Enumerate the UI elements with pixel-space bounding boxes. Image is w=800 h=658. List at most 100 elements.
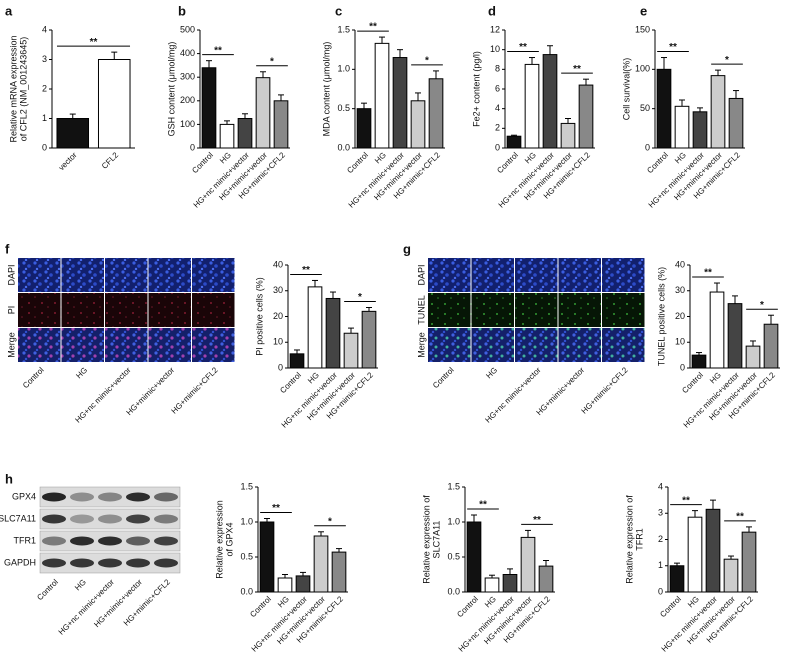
significance-label: ** bbox=[369, 22, 377, 33]
y-tick-label: 4 bbox=[658, 481, 663, 491]
micrograph bbox=[105, 328, 148, 362]
micrograph bbox=[428, 258, 471, 292]
micrograph bbox=[18, 258, 61, 292]
significance-label: ** bbox=[704, 268, 712, 279]
significance-label: ** bbox=[519, 42, 527, 53]
bar bbox=[392, 57, 408, 149]
y-axis-label: Fe2+ content (pg/l) bbox=[471, 51, 481, 127]
micrograph bbox=[602, 293, 645, 327]
significance-label: ** bbox=[669, 42, 677, 53]
bar bbox=[237, 118, 253, 149]
y-tick-label: 30 bbox=[273, 285, 283, 295]
x-tick-label: Control bbox=[248, 594, 273, 619]
significance-label: * bbox=[328, 516, 332, 527]
y-tick-label: 1 bbox=[42, 113, 47, 123]
y-tick-label: 0.0 bbox=[240, 586, 253, 596]
bar bbox=[289, 353, 305, 369]
bar bbox=[520, 536, 536, 593]
bar bbox=[313, 535, 329, 593]
y-tick-label: 300 bbox=[180, 72, 195, 82]
panel-letter: c bbox=[335, 3, 342, 18]
significance-label: * bbox=[270, 56, 274, 67]
y-tick-label: 0 bbox=[645, 142, 650, 152]
bar bbox=[710, 75, 726, 149]
panel-letter: a bbox=[5, 3, 13, 18]
x-tick-label: Control bbox=[658, 594, 683, 619]
micrograph bbox=[105, 258, 148, 292]
y-tick-label: 0 bbox=[680, 362, 685, 372]
x-tick-label: HG bbox=[484, 366, 499, 381]
blot-strip bbox=[39, 508, 181, 530]
micrograph bbox=[471, 293, 514, 327]
micrograph bbox=[602, 258, 645, 292]
y-tick-label: 10 bbox=[273, 337, 283, 347]
x-tick-label: Control bbox=[431, 365, 456, 390]
y-tick-label: 4 bbox=[495, 103, 500, 113]
bar bbox=[56, 118, 90, 149]
y-tick-label: 50 bbox=[640, 103, 650, 113]
bar bbox=[428, 78, 444, 149]
y-tick-label: 40 bbox=[675, 259, 685, 269]
bar bbox=[201, 67, 217, 149]
bar bbox=[259, 521, 275, 593]
significance-label: ** bbox=[573, 64, 581, 75]
y-tick-label: 10 bbox=[675, 337, 685, 347]
y-tick-label: 100 bbox=[180, 119, 195, 129]
x-tick-label: Control bbox=[278, 370, 303, 395]
y-tick-label: 2 bbox=[42, 83, 47, 93]
bar bbox=[466, 521, 482, 593]
significance-label: * bbox=[425, 56, 429, 67]
bar bbox=[97, 59, 131, 149]
x-tick-label: Control bbox=[455, 594, 480, 619]
bar bbox=[506, 135, 522, 149]
micrograph bbox=[148, 328, 191, 362]
bar bbox=[331, 551, 347, 593]
y-tick-label: 1 bbox=[658, 560, 663, 570]
bar bbox=[745, 345, 761, 369]
y-tick-label: 0.5 bbox=[337, 103, 350, 113]
x-tick-label: HG+mimic+CFL2 bbox=[580, 365, 630, 415]
panel-letter: e bbox=[640, 3, 647, 18]
bar bbox=[687, 516, 703, 593]
bar bbox=[295, 575, 311, 593]
bar bbox=[669, 565, 685, 593]
bar bbox=[343, 332, 359, 369]
micrograph bbox=[471, 328, 514, 362]
bar bbox=[728, 97, 744, 149]
micrograph bbox=[61, 293, 104, 327]
y-tick-label: 3 bbox=[658, 508, 663, 518]
y-tick-label: 400 bbox=[180, 48, 195, 58]
row-label: TUNEL bbox=[416, 295, 426, 325]
y-axis-label: of CFL2 (NM_001243645) bbox=[18, 37, 28, 142]
y-tick-label: 150 bbox=[635, 24, 650, 34]
bar bbox=[484, 577, 500, 593]
y-axis-label: TFR1 bbox=[634, 528, 644, 551]
bar bbox=[410, 100, 426, 149]
micrograph bbox=[148, 258, 191, 292]
blot-band bbox=[154, 558, 178, 568]
micrograph bbox=[18, 293, 61, 327]
row-label: PI bbox=[6, 306, 16, 315]
significance-label: * bbox=[358, 292, 362, 303]
y-tick-label: 10 bbox=[490, 44, 500, 54]
y-tick-label: 0.0 bbox=[337, 142, 350, 152]
bar bbox=[361, 310, 377, 369]
bar bbox=[709, 291, 725, 369]
micrograph bbox=[192, 293, 235, 327]
significance-label: ** bbox=[533, 515, 541, 526]
significance-label: ** bbox=[302, 265, 310, 276]
bar bbox=[656, 68, 672, 149]
y-axis-label: Relative expression of bbox=[421, 495, 431, 584]
y-tick-label: 1.5 bbox=[240, 481, 253, 491]
micrograph bbox=[192, 258, 235, 292]
y-tick-label: 0.5 bbox=[447, 551, 460, 561]
y-tick-label: 6 bbox=[495, 83, 500, 93]
y-tick-label: 20 bbox=[273, 311, 283, 321]
bar bbox=[705, 508, 721, 593]
y-axis-label: SLC7A11 bbox=[431, 521, 441, 559]
micrograph bbox=[18, 328, 61, 362]
bar bbox=[374, 42, 390, 149]
blot-band bbox=[42, 558, 66, 568]
x-tick-label: Control bbox=[21, 365, 46, 390]
